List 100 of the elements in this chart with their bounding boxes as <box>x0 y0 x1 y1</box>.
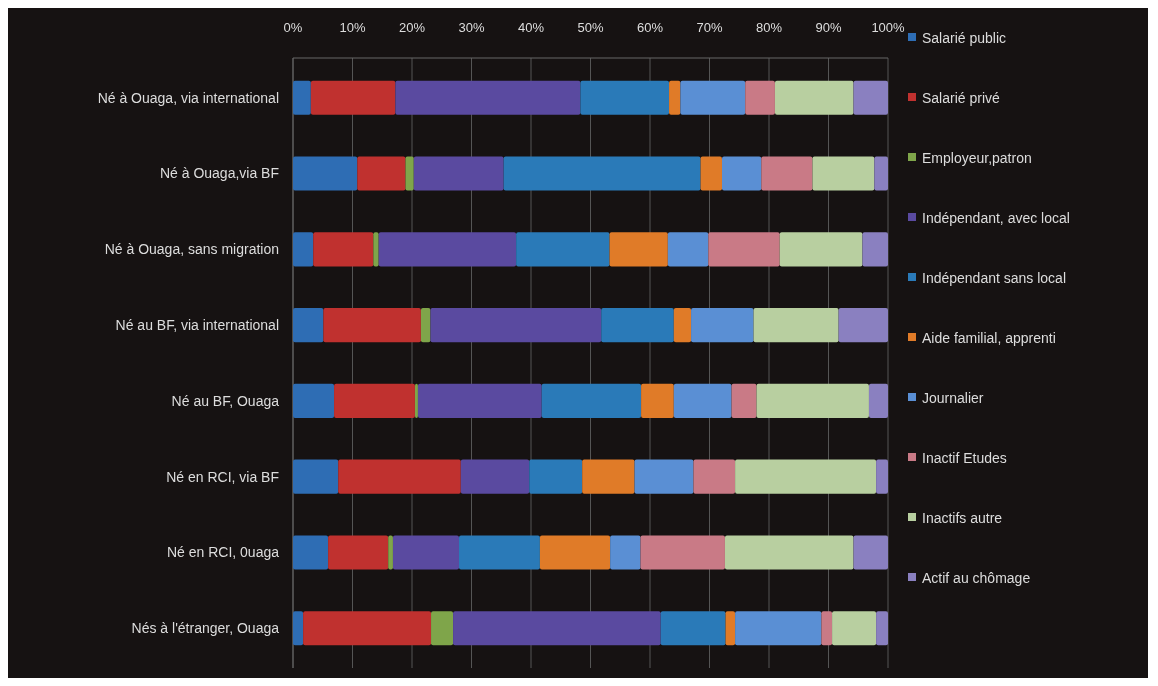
bar <box>700 156 722 191</box>
bar <box>388 535 393 570</box>
x-tick-label: 90% <box>815 20 842 35</box>
bar <box>853 80 888 115</box>
bar <box>430 308 602 343</box>
bar <box>420 308 431 343</box>
bar <box>862 232 888 267</box>
bar <box>876 459 888 494</box>
x-tick-label: 60% <box>636 20 664 35</box>
bar <box>609 232 668 267</box>
legend-label: Indépendant sans local <box>922 269 1066 286</box>
bar <box>303 611 432 646</box>
bar <box>293 308 324 343</box>
bar <box>838 308 888 343</box>
bar <box>724 535 854 570</box>
bar <box>708 232 780 267</box>
bar <box>293 80 311 115</box>
bar <box>610 535 641 570</box>
x-tick-label: 50% <box>577 20 604 35</box>
bar <box>634 459 694 494</box>
bar <box>413 156 504 191</box>
bar <box>876 611 888 646</box>
x-tick-label: 80% <box>755 20 783 35</box>
bar <box>812 156 875 191</box>
bar <box>392 535 460 570</box>
bar <box>293 232 314 267</box>
bar <box>673 383 732 418</box>
bar <box>693 459 736 494</box>
bar <box>874 156 888 191</box>
bar <box>761 156 813 191</box>
bar <box>580 80 670 115</box>
legend-label: Journalier <box>922 389 984 406</box>
legend-label: Salarié public <box>922 29 1007 46</box>
bar <box>310 80 396 115</box>
bar <box>722 156 762 191</box>
bar <box>725 611 736 646</box>
bar <box>582 459 635 494</box>
bar <box>460 459 530 494</box>
legend-label: Actif au chômage <box>922 569 1031 586</box>
bar <box>293 459 339 494</box>
bar <box>293 611 304 646</box>
x-tick-label: 100% <box>871 20 906 35</box>
bar <box>338 459 461 494</box>
bar <box>459 535 540 570</box>
legend-label: Aide familial, apprenti <box>922 329 1056 346</box>
bar <box>539 535 611 570</box>
legend-label: Salarié privé <box>922 89 1001 106</box>
legend-label: Inactifs autre <box>922 509 1003 526</box>
bar <box>868 383 888 418</box>
bar <box>414 383 418 418</box>
bar <box>431 611 454 646</box>
x-tick-label: 40% <box>517 20 545 35</box>
x-tick-label: 10% <box>339 20 366 35</box>
bar <box>313 232 374 267</box>
bar <box>667 232 709 267</box>
bar <box>293 156 358 191</box>
y-tick-label: Né au BF, Ouaga <box>171 392 280 409</box>
bar <box>529 459 583 494</box>
x-tick-label: 0% <box>283 20 303 35</box>
y-tick-label: Né à Ouaga, via international <box>97 89 279 106</box>
bar <box>357 156 406 191</box>
bar <box>774 80 854 115</box>
bar <box>832 611 877 646</box>
bar <box>405 156 414 191</box>
bar <box>516 232 610 267</box>
y-tick-label: Né au BF, via international <box>115 317 279 334</box>
bar <box>453 611 661 646</box>
bar <box>640 535 725 570</box>
x-tick-label: 70% <box>696 20 723 35</box>
legend-label: Inactif Etudes <box>922 449 1007 466</box>
bar <box>735 459 877 494</box>
bar <box>601 308 674 343</box>
y-tick-label: Né en RCI, 0uaga <box>166 544 280 561</box>
bar <box>395 80 581 115</box>
y-tick-label: Né à Ouaga,via BF <box>159 165 279 182</box>
bar <box>669 80 681 115</box>
bar <box>293 383 335 418</box>
bar <box>821 611 833 646</box>
bar <box>745 80 775 115</box>
y-tick-label: Né en RCI, via BF <box>166 468 279 485</box>
bar <box>641 383 674 418</box>
bar <box>293 535 329 570</box>
bar <box>417 383 542 418</box>
bar <box>753 308 839 343</box>
bar <box>660 611 726 646</box>
bar <box>680 80 746 115</box>
bar <box>673 308 692 343</box>
bar <box>731 383 757 418</box>
bar <box>735 611 822 646</box>
bar <box>373 232 379 267</box>
x-tick-label: 30% <box>458 20 485 35</box>
legend-label: Indépendant, avec local <box>922 209 1070 226</box>
bar <box>779 232 863 267</box>
bar <box>691 308 754 343</box>
bar <box>853 535 888 570</box>
bar <box>328 535 389 570</box>
bar <box>323 308 421 343</box>
bar <box>541 383 642 418</box>
legend-label: Employeur,patron <box>922 149 1032 166</box>
x-tick-label: 20% <box>398 20 426 35</box>
